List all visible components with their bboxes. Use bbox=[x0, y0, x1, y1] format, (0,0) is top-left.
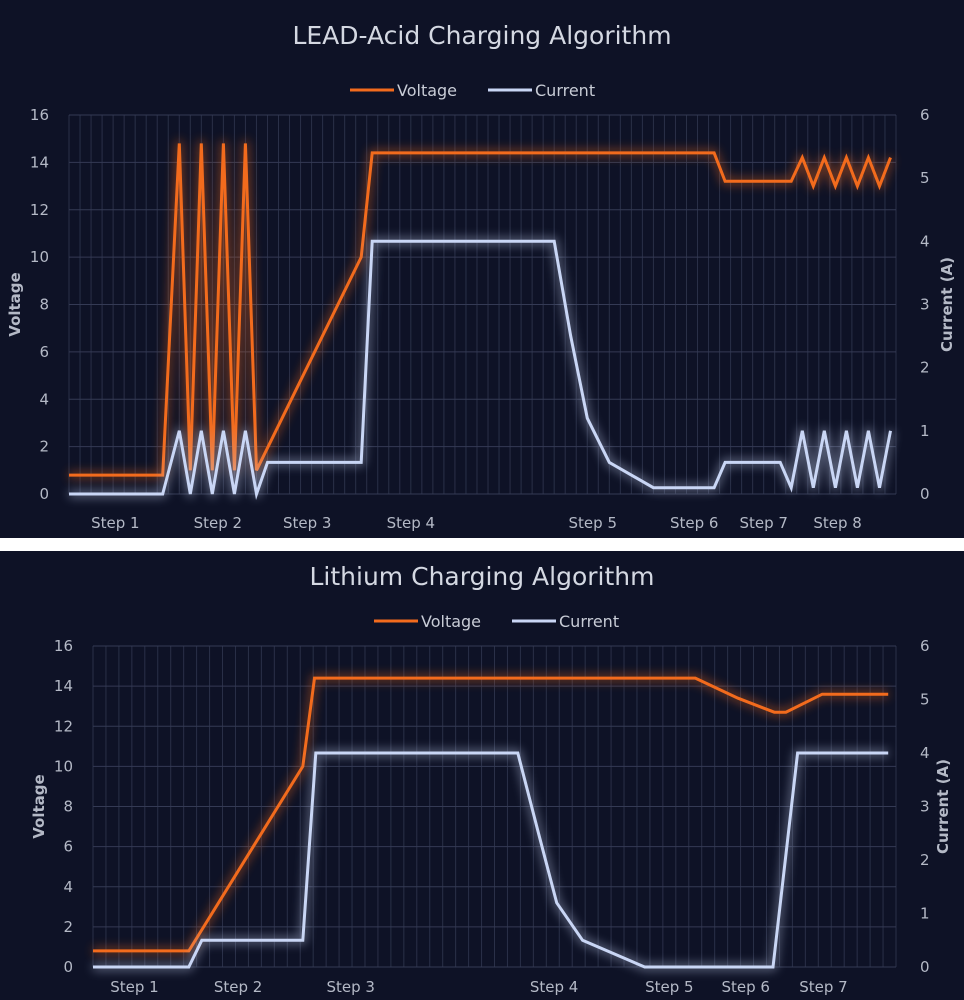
y2-axis-title: Current (A) bbox=[938, 257, 956, 352]
y-tick-label: 14 bbox=[30, 153, 49, 171]
y-tick-label: 2 bbox=[39, 438, 49, 456]
y-axis-title: Voltage bbox=[6, 272, 24, 336]
y-tick-label: 10 bbox=[54, 757, 73, 775]
y-tick-label: 16 bbox=[54, 637, 73, 655]
y2-tick-label: 4 bbox=[920, 232, 930, 250]
step-label: Step 4 bbox=[530, 978, 578, 996]
y2-tick-label: 5 bbox=[920, 169, 930, 187]
y2-tick-label: 3 bbox=[920, 798, 930, 816]
series-line-current bbox=[93, 751, 889, 969]
step-label: Step 4 bbox=[387, 514, 435, 532]
y2-tick-label: 2 bbox=[920, 851, 930, 869]
lead-acid-chart-panel: 0 2 4 6 8 10 12 14 16 0 1 2 3 4 5 6 LEAD-Acid Charging A… bbox=[0, 0, 964, 538]
series-line-voltage bbox=[69, 143, 892, 477]
legend-label-voltage: Voltage bbox=[421, 612, 481, 631]
y-axis-title: Voltage bbox=[30, 774, 48, 838]
y-tick-label: 8 bbox=[63, 798, 73, 816]
y2-tick-label: 3 bbox=[920, 296, 930, 314]
lithium-chart-panel: 0 2 4 6 8 10 12 14 16 0 1 2 3 4 5 6 Lithium Charging Alg… bbox=[0, 551, 964, 1000]
y2-tick-label: 1 bbox=[920, 422, 930, 440]
y2-tick-label: 6 bbox=[920, 106, 930, 124]
y-tick-label: 10 bbox=[30, 248, 49, 266]
y-tick-label: 6 bbox=[39, 343, 49, 361]
legend-label-voltage: Voltage bbox=[397, 81, 457, 100]
y-tick-label: 0 bbox=[39, 485, 49, 503]
legend-label-current: Current bbox=[535, 81, 595, 100]
y-tick-label: 6 bbox=[63, 838, 73, 856]
y2-axis-title: Current (A) bbox=[934, 759, 952, 854]
step-label: Step 7 bbox=[799, 978, 847, 996]
step-label: Step 5 bbox=[645, 978, 693, 996]
y-tick-label: 12 bbox=[30, 201, 49, 219]
step-label: Step 5 bbox=[569, 514, 617, 532]
step-label: Step 6 bbox=[670, 514, 718, 532]
y-tick-label: 0 bbox=[63, 958, 73, 976]
y-tick-label: 12 bbox=[54, 717, 73, 735]
y2-tick-label: 0 bbox=[920, 485, 930, 503]
step-label: Step 8 bbox=[813, 514, 861, 532]
step-label: Step 7 bbox=[739, 514, 787, 532]
step-label: Step 6 bbox=[722, 978, 770, 996]
y-tick-label: 8 bbox=[39, 296, 49, 314]
step-label: Step 1 bbox=[110, 978, 158, 996]
y-tick-label: 4 bbox=[39, 390, 49, 408]
y2-tick-label: 0 bbox=[920, 958, 930, 976]
y2-tick-label: 6 bbox=[920, 637, 930, 655]
y2-tick-label: 2 bbox=[920, 359, 930, 377]
y-tick-label: 4 bbox=[63, 878, 73, 896]
step-label: Step 3 bbox=[283, 514, 331, 532]
y-tick-label: 14 bbox=[54, 677, 73, 695]
series-line-voltage bbox=[93, 676, 889, 953]
y-tick-label: 16 bbox=[30, 106, 49, 124]
series-line-current bbox=[69, 239, 892, 500]
y-tick-label: 2 bbox=[63, 918, 73, 936]
y2-tick-label: 4 bbox=[920, 744, 930, 762]
step-label: Step 2 bbox=[214, 978, 262, 996]
y2-tick-label: 5 bbox=[920, 691, 930, 709]
chart-title: LEAD-Acid Charging Algorithm bbox=[292, 21, 671, 50]
legend-label-current: Current bbox=[559, 612, 619, 631]
series-glow-voltage bbox=[93, 674, 889, 955]
step-label: Step 1 bbox=[91, 514, 139, 532]
step-label: Step 2 bbox=[194, 514, 242, 532]
y2-tick-label: 1 bbox=[920, 905, 930, 923]
chart-title: Lithium Charging Algorithm bbox=[310, 562, 655, 591]
step-label: Step 3 bbox=[327, 978, 375, 996]
series-glow-current bbox=[93, 749, 889, 971]
